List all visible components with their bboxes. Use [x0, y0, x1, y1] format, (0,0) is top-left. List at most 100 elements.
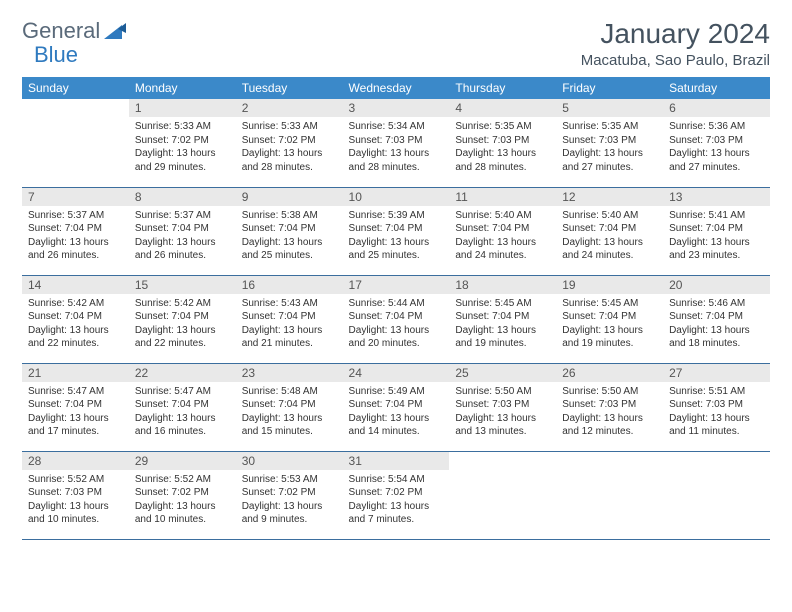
logo-text-blue: Blue — [34, 42, 78, 68]
sunset-text: Sunset: 7:03 PM — [28, 486, 123, 500]
title-block: January 2024 Macatuba, Sao Paulo, Brazil — [581, 18, 770, 69]
calendar-cell: 7Sunrise: 5:37 AMSunset: 7:04 PMDaylight… — [22, 187, 129, 275]
sunrise-text: Sunrise: 5:37 AM — [135, 209, 230, 223]
sunset-text: Sunset: 7:04 PM — [669, 310, 764, 324]
day-content: Sunrise: 5:36 AMSunset: 7:03 PMDaylight:… — [663, 117, 770, 178]
calendar-cell: 9Sunrise: 5:38 AMSunset: 7:04 PMDaylight… — [236, 187, 343, 275]
sunset-text: Sunset: 7:04 PM — [242, 222, 337, 236]
sunrise-text: Sunrise: 5:37 AM — [28, 209, 123, 223]
sunrise-text: Sunrise: 5:52 AM — [135, 473, 230, 487]
location-text: Macatuba, Sao Paulo, Brazil — [581, 52, 770, 69]
day-content: Sunrise: 5:54 AMSunset: 7:02 PMDaylight:… — [343, 470, 450, 531]
calendar-week-row: 7Sunrise: 5:37 AMSunset: 7:04 PMDaylight… — [22, 187, 770, 275]
calendar-cell: 2Sunrise: 5:33 AMSunset: 7:02 PMDaylight… — [236, 99, 343, 187]
calendar-cell: 29Sunrise: 5:52 AMSunset: 7:02 PMDayligh… — [129, 451, 236, 539]
sunset-text: Sunset: 7:04 PM — [669, 222, 764, 236]
calendar-cell: 19Sunrise: 5:45 AMSunset: 7:04 PMDayligh… — [556, 275, 663, 363]
sunrise-text: Sunrise: 5:34 AM — [349, 120, 444, 134]
sunrise-text: Sunrise: 5:40 AM — [455, 209, 550, 223]
day-content: Sunrise: 5:42 AMSunset: 7:04 PMDaylight:… — [22, 294, 129, 355]
sunset-text: Sunset: 7:04 PM — [28, 222, 123, 236]
daylight-text: Daylight: 13 hours and 9 minutes. — [242, 500, 337, 527]
day-content: Sunrise: 5:48 AMSunset: 7:04 PMDaylight:… — [236, 382, 343, 443]
calendar-cell: 14Sunrise: 5:42 AMSunset: 7:04 PMDayligh… — [22, 275, 129, 363]
sunset-text: Sunset: 7:03 PM — [349, 134, 444, 148]
day-number: 22 — [129, 364, 236, 382]
day-number: 15 — [129, 276, 236, 294]
day-number: 13 — [663, 188, 770, 206]
sunrise-text: Sunrise: 5:43 AM — [242, 297, 337, 311]
calendar-cell: 21Sunrise: 5:47 AMSunset: 7:04 PMDayligh… — [22, 363, 129, 451]
daylight-text: Daylight: 13 hours and 14 minutes. — [349, 412, 444, 439]
sunrise-text: Sunrise: 5:45 AM — [562, 297, 657, 311]
day-content: Sunrise: 5:43 AMSunset: 7:04 PMDaylight:… — [236, 294, 343, 355]
day-number: 31 — [343, 452, 450, 470]
day-content: Sunrise: 5:37 AMSunset: 7:04 PMDaylight:… — [22, 206, 129, 267]
day-content: Sunrise: 5:50 AMSunset: 7:03 PMDaylight:… — [556, 382, 663, 443]
sunrise-text: Sunrise: 5:47 AM — [135, 385, 230, 399]
day-number — [449, 452, 556, 470]
day-content: Sunrise: 5:40 AMSunset: 7:04 PMDaylight:… — [449, 206, 556, 267]
sunrise-text: Sunrise: 5:50 AM — [562, 385, 657, 399]
calendar-cell: 23Sunrise: 5:48 AMSunset: 7:04 PMDayligh… — [236, 363, 343, 451]
calendar-cell: 6Sunrise: 5:36 AMSunset: 7:03 PMDaylight… — [663, 99, 770, 187]
calendar-cell: 24Sunrise: 5:49 AMSunset: 7:04 PMDayligh… — [343, 363, 450, 451]
sunset-text: Sunset: 7:02 PM — [349, 486, 444, 500]
daylight-text: Daylight: 13 hours and 10 minutes. — [28, 500, 123, 527]
calendar-cell: 1Sunrise: 5:33 AMSunset: 7:02 PMDaylight… — [129, 99, 236, 187]
daylight-text: Daylight: 13 hours and 16 minutes. — [135, 412, 230, 439]
calendar-cell: 11Sunrise: 5:40 AMSunset: 7:04 PMDayligh… — [449, 187, 556, 275]
day-content: Sunrise: 5:35 AMSunset: 7:03 PMDaylight:… — [449, 117, 556, 178]
day-content: Sunrise: 5:33 AMSunset: 7:02 PMDaylight:… — [236, 117, 343, 178]
day-content — [663, 470, 770, 477]
sunrise-text: Sunrise: 5:50 AM — [455, 385, 550, 399]
day-number: 8 — [129, 188, 236, 206]
day-content: Sunrise: 5:46 AMSunset: 7:04 PMDaylight:… — [663, 294, 770, 355]
day-number: 16 — [236, 276, 343, 294]
sunset-text: Sunset: 7:04 PM — [349, 398, 444, 412]
sunset-text: Sunset: 7:03 PM — [455, 398, 550, 412]
sunset-text: Sunset: 7:02 PM — [242, 134, 337, 148]
sunrise-text: Sunrise: 5:36 AM — [669, 120, 764, 134]
sunrise-text: Sunrise: 5:46 AM — [669, 297, 764, 311]
day-number: 23 — [236, 364, 343, 382]
daylight-text: Daylight: 13 hours and 12 minutes. — [562, 412, 657, 439]
sunrise-text: Sunrise: 5:33 AM — [242, 120, 337, 134]
calendar-cell: 16Sunrise: 5:43 AMSunset: 7:04 PMDayligh… — [236, 275, 343, 363]
calendar-cell: 30Sunrise: 5:53 AMSunset: 7:02 PMDayligh… — [236, 451, 343, 539]
day-header: Monday — [129, 77, 236, 99]
calendar-week-row: 21Sunrise: 5:47 AMSunset: 7:04 PMDayligh… — [22, 363, 770, 451]
day-number — [663, 452, 770, 470]
day-content — [556, 470, 663, 477]
day-content: Sunrise: 5:40 AMSunset: 7:04 PMDaylight:… — [556, 206, 663, 267]
sunset-text: Sunset: 7:03 PM — [562, 398, 657, 412]
sunrise-text: Sunrise: 5:35 AM — [455, 120, 550, 134]
day-content: Sunrise: 5:34 AMSunset: 7:03 PMDaylight:… — [343, 117, 450, 178]
daylight-text: Daylight: 13 hours and 11 minutes. — [669, 412, 764, 439]
calendar-cell: 26Sunrise: 5:50 AMSunset: 7:03 PMDayligh… — [556, 363, 663, 451]
day-number: 27 — [663, 364, 770, 382]
daylight-text: Daylight: 13 hours and 26 minutes. — [28, 236, 123, 263]
day-number: 6 — [663, 99, 770, 117]
day-number: 28 — [22, 452, 129, 470]
day-header: Sunday — [22, 77, 129, 99]
daylight-text: Daylight: 13 hours and 19 minutes. — [562, 324, 657, 351]
calendar-week-row: 1Sunrise: 5:33 AMSunset: 7:02 PMDaylight… — [22, 99, 770, 187]
calendar-cell: 17Sunrise: 5:44 AMSunset: 7:04 PMDayligh… — [343, 275, 450, 363]
logo-triangle-icon — [104, 23, 126, 39]
sunrise-text: Sunrise: 5:47 AM — [28, 385, 123, 399]
daylight-text: Daylight: 13 hours and 26 minutes. — [135, 236, 230, 263]
day-header: Tuesday — [236, 77, 343, 99]
sunset-text: Sunset: 7:02 PM — [135, 486, 230, 500]
logo: General — [22, 18, 126, 44]
sunset-text: Sunset: 7:04 PM — [349, 222, 444, 236]
sunset-text: Sunset: 7:03 PM — [669, 398, 764, 412]
day-content: Sunrise: 5:42 AMSunset: 7:04 PMDaylight:… — [129, 294, 236, 355]
calendar-cell: 5Sunrise: 5:35 AMSunset: 7:03 PMDaylight… — [556, 99, 663, 187]
day-content: Sunrise: 5:33 AMSunset: 7:02 PMDaylight:… — [129, 117, 236, 178]
calendar-cell: 4Sunrise: 5:35 AMSunset: 7:03 PMDaylight… — [449, 99, 556, 187]
calendar-cell: 28Sunrise: 5:52 AMSunset: 7:03 PMDayligh… — [22, 451, 129, 539]
day-content: Sunrise: 5:51 AMSunset: 7:03 PMDaylight:… — [663, 382, 770, 443]
day-content: Sunrise: 5:37 AMSunset: 7:04 PMDaylight:… — [129, 206, 236, 267]
sunrise-text: Sunrise: 5:49 AM — [349, 385, 444, 399]
